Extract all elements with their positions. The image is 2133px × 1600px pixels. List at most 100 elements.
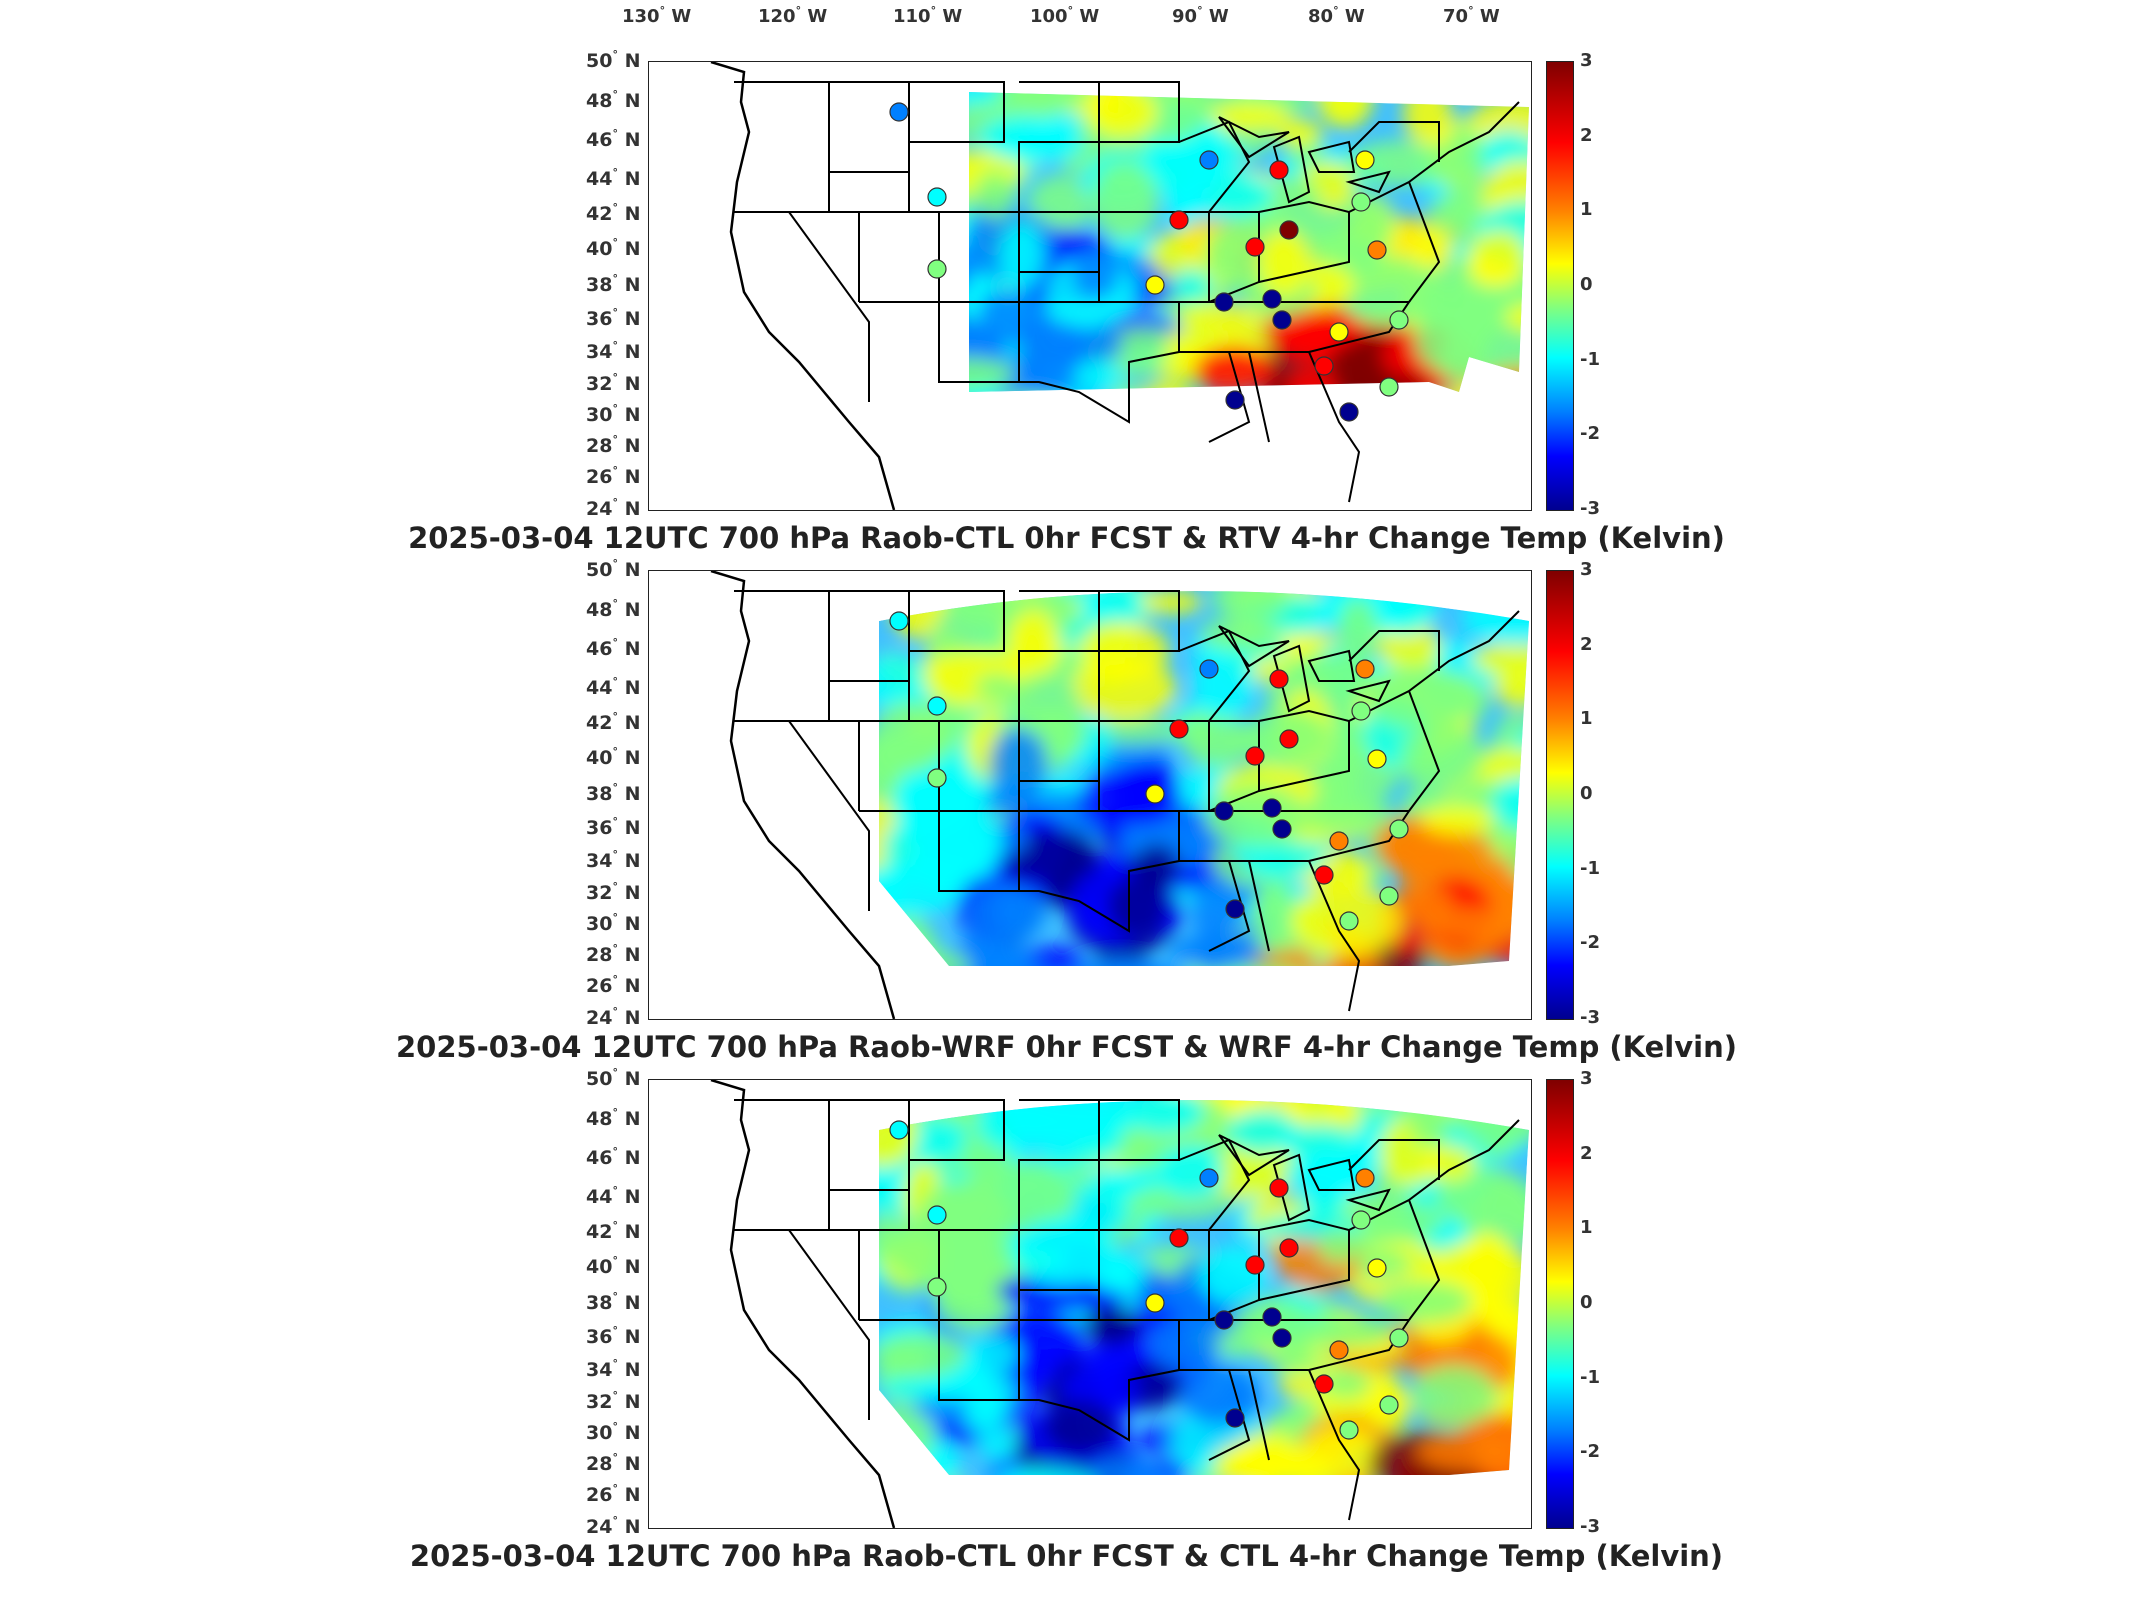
temperature-field-cell xyxy=(1388,434,1466,466)
longitude-degree: 130 xyxy=(622,6,660,27)
temperature-field-cell xyxy=(1086,1305,1131,1345)
temperature-field-cell xyxy=(1062,957,1177,966)
latitude-label: 30° N xyxy=(586,911,641,935)
temperature-field-cell xyxy=(972,393,1079,457)
raob-station-marker xyxy=(1379,886,1399,906)
latitude-direction: N xyxy=(624,1108,641,1130)
great-lake xyxy=(1345,1188,1391,1212)
temperature-field-cell xyxy=(966,1333,1020,1375)
degree-symbol: ° xyxy=(612,1420,618,1433)
raob-station-marker xyxy=(1169,719,1189,739)
raob-station-marker xyxy=(1145,275,1165,295)
state-border xyxy=(1348,101,1520,303)
colorbar xyxy=(1546,1079,1574,1529)
latitude-direction: N xyxy=(624,1256,641,1278)
degree-symbol: ° xyxy=(612,815,618,828)
latitude-direction: N xyxy=(624,913,641,935)
latitude-direction: N xyxy=(624,341,641,363)
temperature-field-cell xyxy=(879,914,937,966)
latitude-degree: 48 xyxy=(586,90,613,112)
temperature-field-cell xyxy=(1401,721,1485,792)
temperature-field-cell xyxy=(983,425,1064,488)
degree-symbol: ° xyxy=(612,339,618,352)
temperature-field-cell xyxy=(925,1474,967,1475)
state-border xyxy=(829,590,910,682)
temperature-field-cell xyxy=(1376,1280,1473,1323)
colorbar-tick-label: 2 xyxy=(1580,124,1593,146)
state-border xyxy=(1348,1139,1440,1180)
temperature-field-cell xyxy=(861,126,907,158)
latitude-degree: 30 xyxy=(586,1422,613,1444)
temperature-change-field xyxy=(879,591,1529,966)
temperature-field-cell xyxy=(945,591,1022,627)
latitude-label: 24° N xyxy=(586,1005,640,1029)
temperature-field-cell xyxy=(879,1442,951,1475)
temperature-field-cell xyxy=(1254,927,1297,953)
state-border xyxy=(859,720,940,812)
colorbar-tick-label: 0 xyxy=(1580,783,1593,804)
temperature-field-cell xyxy=(1107,761,1181,826)
great-lake xyxy=(1218,625,1290,668)
temperature-field-cell xyxy=(1310,411,1422,459)
state-border xyxy=(1179,1319,1411,1371)
degree-symbol: ° xyxy=(612,745,618,758)
latitude-label: 30° N xyxy=(586,1420,640,1444)
latitude-degree: 36 xyxy=(586,1326,613,1348)
latitude-degree: 24 xyxy=(586,1007,613,1029)
latitude-direction: N xyxy=(624,559,641,581)
raob-station-marker xyxy=(1379,1395,1399,1415)
temperature-field-cell xyxy=(1300,1425,1383,1475)
raob-station-marker xyxy=(1351,192,1371,212)
longitude-label: 110° W xyxy=(893,4,962,27)
raob-station-marker xyxy=(927,1205,947,1225)
state-border xyxy=(734,1229,870,1420)
temperature-field-cell xyxy=(1285,364,1338,392)
temperature-field-cell xyxy=(933,430,984,482)
state-border xyxy=(1348,1119,1520,1321)
state-border xyxy=(1019,301,1180,424)
latitude-direction: N xyxy=(624,308,641,330)
temperature-field-cell xyxy=(1107,876,1168,938)
longitude-direction: W xyxy=(1208,6,1229,27)
colorbar-tick-label: -2 xyxy=(1580,423,1600,445)
temperature-field-cell xyxy=(839,69,941,136)
temperature-field-cell xyxy=(1466,747,1529,780)
degree-symbol: ° xyxy=(612,781,618,794)
temperature-field-cell xyxy=(917,402,969,450)
temperature-map xyxy=(710,571,1529,1019)
temperature-change-field xyxy=(839,69,1529,502)
temperature-field-cell xyxy=(1203,964,1316,966)
degree-symbol: ° xyxy=(612,675,618,688)
panel-title: 2025-03-04 12UTC 700 hPa Raob-CTL 0hr FC… xyxy=(408,521,1725,555)
temperature-field-cell xyxy=(969,92,1017,106)
latitude-direction: N xyxy=(624,168,641,190)
temperature-field-cell xyxy=(1431,1475,1501,1511)
temperature-field-cell xyxy=(860,352,943,415)
temperature-field-cell xyxy=(968,881,1035,956)
degree-symbol: ° xyxy=(1067,4,1074,17)
longitude-label: 80° W xyxy=(1308,4,1365,27)
temperature-field-cell xyxy=(1204,428,1264,467)
raob-station-marker xyxy=(1314,1374,1334,1394)
raob-station-marker xyxy=(1269,669,1289,689)
temperature-field-cell xyxy=(900,451,1014,502)
longitude-degree: 100 xyxy=(1030,6,1068,27)
temperature-field-cell xyxy=(1018,311,1059,377)
latitude-label: 26° N xyxy=(586,1482,640,1506)
temperature-field-cell xyxy=(1392,1475,1480,1509)
temperature-field-cell xyxy=(975,441,1062,497)
temperature-field-cell xyxy=(1414,306,1486,374)
degree-symbol: ° xyxy=(612,1005,618,1018)
colorbar-tick-label: -1 xyxy=(1580,348,1600,370)
degree-symbol: ° xyxy=(612,848,618,861)
latitude-degree: 32 xyxy=(586,373,613,395)
raob-station-marker xyxy=(927,187,947,207)
raob-station-marker xyxy=(1225,1408,1245,1428)
colorbar-tick-label: 2 xyxy=(1580,633,1593,655)
latitude-degree: 40 xyxy=(586,1256,613,1278)
temperature-field-cell xyxy=(1336,597,1379,671)
latitude-direction: N xyxy=(624,1391,641,1413)
latitude-label: 24° N xyxy=(586,1514,640,1538)
state-border xyxy=(1348,121,1440,162)
degree-symbol: ° xyxy=(612,1254,618,1267)
